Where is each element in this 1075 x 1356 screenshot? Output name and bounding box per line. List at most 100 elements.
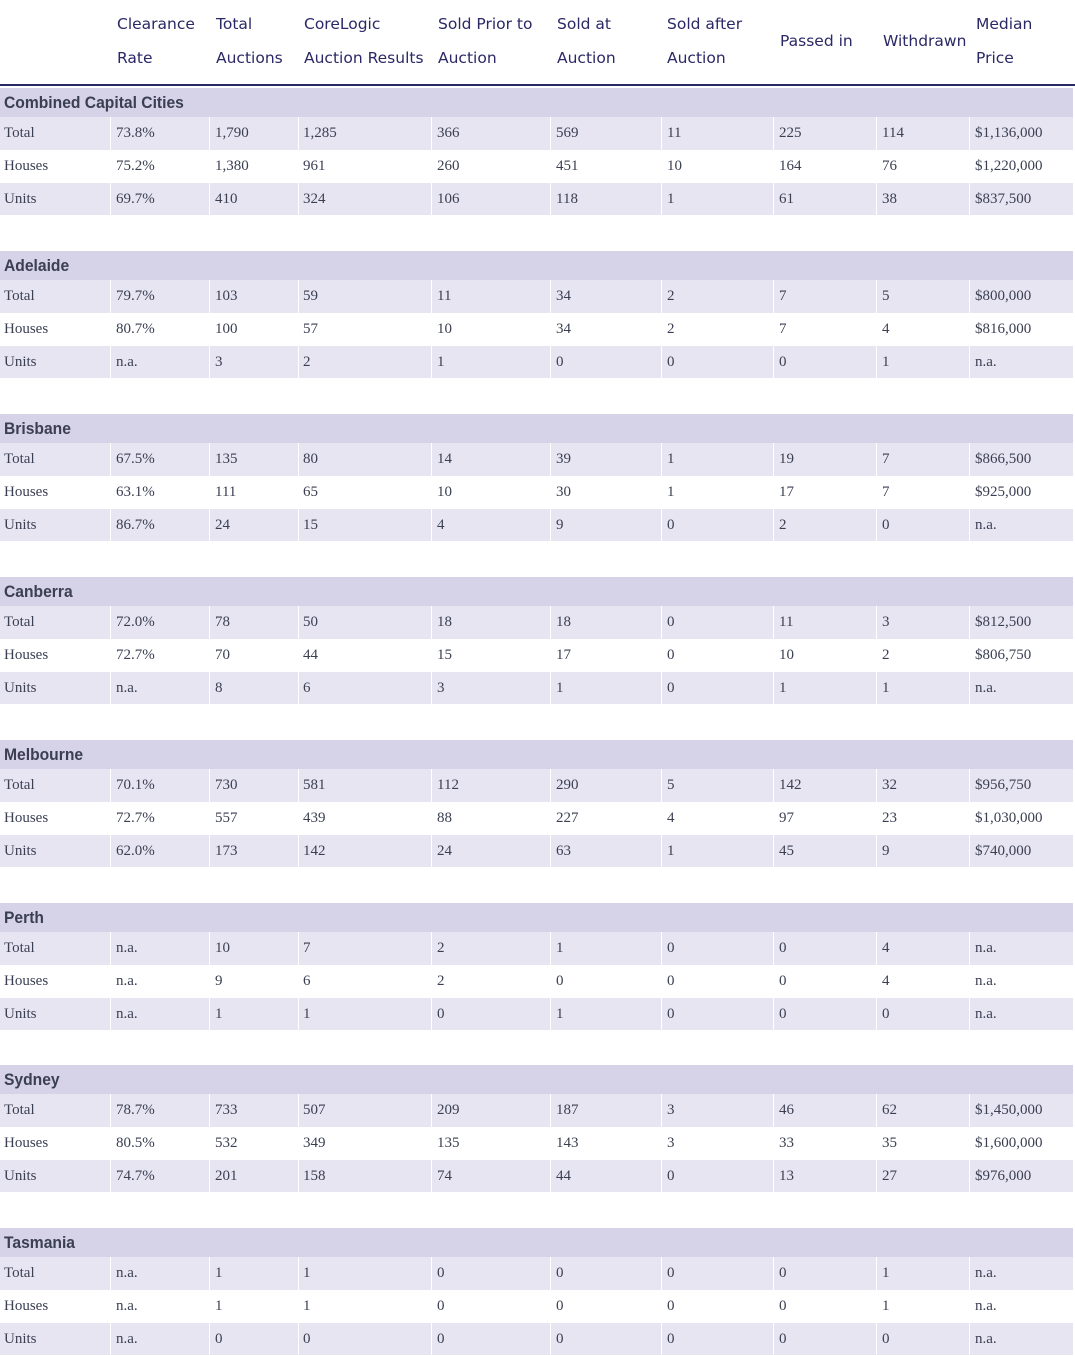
table-cell: n.a. [116, 353, 138, 370]
table-row-houses: Houses 72.7% 557 439 88 227 4 97 23 $1,030,000 [0, 802, 1073, 836]
column-divider [969, 1257, 970, 1290]
table-cell: 0 [779, 973, 787, 989]
table-cell: n.a. [975, 353, 997, 370]
table-cell: 75.2% [116, 158, 155, 174]
column-divider [661, 606, 662, 639]
column-divider [298, 835, 299, 867]
city-section: Perth Total n.a. 10 7 2 1 0 0 4 n.a. Houses n.a. 9 6 2 0… [0, 903, 1073, 1030]
column-divider [431, 313, 432, 346]
column-divider [431, 769, 432, 802]
header-withdrawn: Withdrawn [883, 0, 966, 82]
column-divider [431, 932, 432, 965]
column-divider [550, 998, 551, 1030]
column-divider [110, 476, 111, 509]
column-divider [209, 346, 210, 378]
table-cell: 17 [556, 647, 571, 663]
table-cell: 3 [882, 614, 890, 630]
column-divider [550, 509, 551, 541]
column-divider [298, 672, 299, 704]
column-divider [298, 1094, 299, 1127]
table-cell: 0 [882, 516, 890, 533]
header-label: Auctions [216, 49, 283, 67]
table-row-units: Units n.a. 3 2 1 0 0 0 1 n.a. [0, 346, 1073, 378]
column-divider [298, 346, 299, 378]
table-cell: n.a. [116, 1265, 138, 1281]
table-cell: 18 [437, 614, 452, 630]
table-row-total: Total 72.0% 78 50 18 18 0 11 3 $812,500 [0, 606, 1073, 640]
table-row-units: Units n.a. 8 6 3 1 0 1 1 n.a. [0, 672, 1073, 704]
row-label: Units [4, 842, 37, 859]
table-cell: 11 [779, 614, 794, 630]
column-divider [110, 117, 111, 150]
table-cell: 112 [437, 777, 459, 793]
table-cell: 1 [303, 1298, 311, 1314]
header-label: Auction Results [304, 49, 424, 67]
table-cell: 1,790 [215, 125, 249, 141]
column-divider [773, 117, 774, 150]
table-cell: 97 [779, 810, 794, 826]
column-divider [773, 346, 774, 378]
table-cell: 1 [556, 940, 564, 956]
table-row-total: Total 73.8% 1,790 1,285 366 569 11 225 114 $1,136… [0, 117, 1073, 151]
header-clearance-rate: Clearance Rate [117, 0, 195, 82]
column-divider [773, 965, 774, 998]
table-cell: 1 [303, 1265, 311, 1281]
city-name: Brisbane [4, 418, 71, 438]
column-divider [550, 1160, 551, 1192]
table-cell: 1 [556, 679, 564, 696]
table-cell: n.a. [116, 973, 138, 989]
column-divider [661, 313, 662, 346]
header-label: Clearance [117, 15, 195, 33]
table-cell: 1 [437, 353, 445, 370]
table-cell: 100 [215, 321, 238, 337]
column-divider [110, 1257, 111, 1290]
row-label: Total [4, 125, 35, 141]
column-divider [209, 1257, 210, 1290]
table-cell: 15 [437, 647, 452, 663]
column-divider [550, 639, 551, 672]
row-label: Houses [4, 973, 49, 989]
table-cell: 73.8% [116, 125, 155, 141]
city-name: Melbourne [4, 744, 84, 764]
row-label: Units [4, 190, 37, 207]
table-cell: 733 [215, 1102, 238, 1118]
city-section: Sydney Total 78.7% 733 507 209 187 3 46 62 $1,450,… [0, 1065, 1073, 1192]
column-divider [969, 1127, 970, 1160]
column-divider [110, 606, 111, 639]
column-divider [876, 769, 877, 802]
table-cell: 143 [556, 1135, 579, 1151]
table-cell: 581 [303, 777, 326, 793]
column-divider [298, 606, 299, 639]
column-divider [969, 117, 970, 150]
column-divider [550, 1257, 551, 1290]
column-divider [876, 1160, 877, 1192]
table-cell: n.a. [116, 1298, 138, 1314]
column-divider [661, 476, 662, 509]
column-divider [298, 117, 299, 150]
table-cell: 15 [303, 516, 318, 533]
city-name: Sydney [4, 1069, 60, 1089]
table-cell: $800,000 [975, 288, 1032, 304]
column-divider [209, 443, 210, 476]
column-divider [876, 117, 877, 150]
column-divider [876, 998, 877, 1030]
column-divider [969, 346, 970, 378]
column-divider [110, 1094, 111, 1127]
table-cell: $1,450,000 [975, 1102, 1043, 1118]
column-divider [661, 346, 662, 378]
table-cell: 0 [556, 1298, 564, 1314]
column-divider [876, 1257, 877, 1290]
column-divider [298, 1160, 299, 1192]
row-label: Houses [4, 1298, 49, 1314]
table-cell: 44 [303, 647, 318, 663]
column-divider [209, 932, 210, 965]
column-divider [773, 672, 774, 704]
table-cell: n.a. [975, 940, 997, 956]
table-row-units: Units 86.7% 24 15 4 9 0 2 0 n.a. [0, 509, 1073, 541]
table-cell: 173 [215, 842, 238, 859]
column-divider [431, 1094, 432, 1127]
column-divider [773, 1290, 774, 1323]
column-divider [876, 606, 877, 639]
city-name: Adelaide [4, 255, 70, 275]
table-cell: 0 [667, 973, 675, 989]
